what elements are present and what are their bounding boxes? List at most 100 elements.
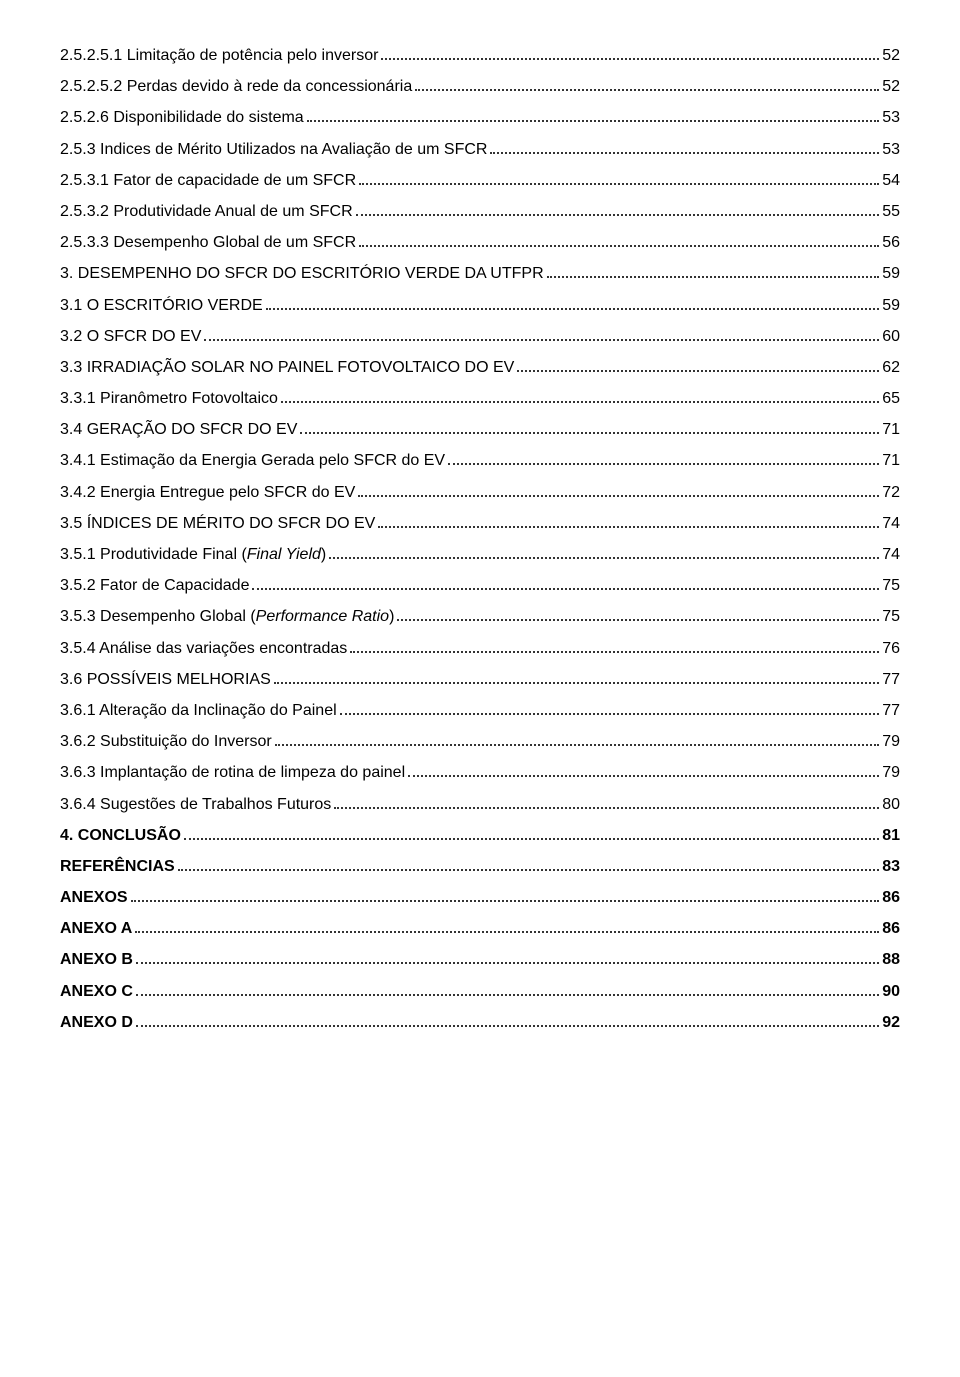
toc-entry: 3.6.4 Sugestões de Trabalhos Futuros 80 xyxy=(60,789,900,820)
toc-entry: 2.5.3 Indices de Mérito Utilizados na Av… xyxy=(60,134,900,165)
toc-leader-dots xyxy=(490,140,879,153)
table-of-contents: 2.5.2.5.1 Limitação de potência pelo inv… xyxy=(60,40,900,1038)
toc-entry: 2.5.2.5.1 Limitação de potência pelo inv… xyxy=(60,40,900,71)
toc-entry: 3.6.3 Implantação de rotina de limpeza d… xyxy=(60,757,900,788)
toc-entry: ANEXO A86 xyxy=(60,913,900,944)
toc-page-number: 71 xyxy=(882,445,900,476)
toc-leader-dots xyxy=(359,172,879,185)
toc-leader-dots xyxy=(300,421,879,434)
toc-title: 2.5.3.3 Desempenho Global de um SFCR xyxy=(60,227,356,258)
toc-entry: 2.5.3.3 Desempenho Global de um SFCR56 xyxy=(60,227,900,258)
toc-title: 2.5.2.6 Disponibilidade do sistema xyxy=(60,102,304,133)
toc-leader-dots xyxy=(204,328,879,341)
toc-leader-dots xyxy=(356,203,880,216)
toc-page-number: 52 xyxy=(882,40,900,71)
toc-leader-dots xyxy=(378,515,879,528)
toc-leader-dots xyxy=(274,671,879,684)
toc-title: 2.5.2.5.1 Limitação de potência pelo inv… xyxy=(60,40,378,71)
toc-page-number: 77 xyxy=(882,664,900,695)
toc-title: 3.6.2 Substituição do Inversor xyxy=(60,726,272,757)
toc-leader-dots xyxy=(135,920,879,933)
toc-leader-dots xyxy=(307,109,880,122)
toc-leader-dots xyxy=(131,889,880,902)
toc-page-number: 53 xyxy=(882,134,900,165)
toc-title: ANEXO B xyxy=(60,944,133,975)
toc-title: 3.4.1 Estimação da Energia Gerada pelo S… xyxy=(60,445,445,476)
toc-page-number: 53 xyxy=(882,102,900,133)
toc-page-number: 83 xyxy=(882,851,900,882)
toc-entry: 3.4.2 Energia Entregue pelo SFCR do EV72 xyxy=(60,477,900,508)
toc-entry: 2.5.2.5.2 Perdas devido à rede da conces… xyxy=(60,71,900,102)
toc-page-number: 77 xyxy=(882,695,900,726)
toc-page-number: 88 xyxy=(882,944,900,975)
toc-entry: 3.4.1 Estimação da Energia Gerada pelo S… xyxy=(60,445,900,476)
toc-leader-dots xyxy=(381,47,879,60)
toc-page-number: 86 xyxy=(882,913,900,944)
toc-title: 3.5.4 Análise das variações encontradas xyxy=(60,633,347,664)
toc-title-close: ) xyxy=(389,608,394,625)
toc-leader-dots xyxy=(329,546,879,559)
toc-entry: 3.3.1 Piranômetro Fotovoltaico65 xyxy=(60,383,900,414)
toc-page-number: 54 xyxy=(882,165,900,196)
toc-leader-dots xyxy=(334,795,879,808)
toc-leader-dots xyxy=(397,608,879,621)
toc-title: REFERÊNCIAS xyxy=(60,851,175,882)
toc-leader-dots xyxy=(350,639,879,652)
toc-entry: 3.5.3 Desempenho Global (Performance Rat… xyxy=(60,601,900,632)
toc-title: 3.3 IRRADIAÇÃO SOLAR NO PAINEL FOTOVOLTA… xyxy=(60,352,514,383)
toc-title: 3.6.4 Sugestões de Trabalhos Futuros xyxy=(60,789,331,820)
toc-title: 3.2 O SFCR DO EV xyxy=(60,321,201,352)
toc-entry: 2.5.3.2 Produtividade Anual de um SFCR55 xyxy=(60,196,900,227)
toc-page-number: 81 xyxy=(882,820,900,851)
toc-title: 3.5.2 Fator de Capacidade xyxy=(60,570,249,601)
toc-title: 2.5.2.5.2 Perdas devido à rede da conces… xyxy=(60,71,412,102)
toc-leader-dots xyxy=(266,296,879,309)
toc-title: 3.4.2 Energia Entregue pelo SFCR do EV xyxy=(60,477,355,508)
toc-leader-dots xyxy=(358,483,879,496)
toc-leader-dots xyxy=(252,577,879,590)
toc-page-number: 71 xyxy=(882,414,900,445)
toc-title: 3. DESEMPENHO DO SFCR DO ESCRITÓRIO VERD… xyxy=(60,258,544,289)
toc-leader-dots xyxy=(281,390,879,403)
toc-entry: 4. CONCLUSÃO 81 xyxy=(60,820,900,851)
toc-title: 4. CONCLUSÃO xyxy=(60,820,181,851)
toc-page-number: 74 xyxy=(882,508,900,539)
toc-leader-dots xyxy=(448,452,879,465)
toc-title: 3.4 GERAÇÃO DO SFCR DO EV xyxy=(60,414,297,445)
toc-entry: 2.5.2.6 Disponibilidade do sistema 53 xyxy=(60,102,900,133)
toc-leader-dots xyxy=(408,764,879,777)
toc-leader-dots xyxy=(359,234,879,247)
toc-entry: 3.2 O SFCR DO EV60 xyxy=(60,321,900,352)
toc-page-number: 80 xyxy=(882,789,900,820)
toc-leader-dots xyxy=(415,78,879,91)
toc-title-italic: Final Yield xyxy=(247,546,321,563)
toc-page-number: 59 xyxy=(882,258,900,289)
toc-leader-dots xyxy=(178,858,880,871)
toc-page-number: 52 xyxy=(882,71,900,102)
toc-entry: ANEXOS86 xyxy=(60,882,900,913)
toc-entry: 3.3 IRRADIAÇÃO SOLAR NO PAINEL FOTOVOLTA… xyxy=(60,352,900,383)
toc-title: 3.6 POSSÍVEIS MELHORIAS xyxy=(60,664,271,695)
toc-entry: 3.5.4 Análise das variações encontradas 7… xyxy=(60,633,900,664)
toc-leader-dots xyxy=(275,733,880,746)
toc-entry: 3. DESEMPENHO DO SFCR DO ESCRITÓRIO VERD… xyxy=(60,258,900,289)
toc-page-number: 62 xyxy=(882,352,900,383)
toc-title: 2.5.3.2 Produtividade Anual de um SFCR xyxy=(60,196,353,227)
toc-entry: 3.1 O ESCRITÓRIO VERDE 59 xyxy=(60,290,900,321)
toc-entry: ANEXO B 88 xyxy=(60,944,900,975)
toc-leader-dots xyxy=(136,951,879,964)
toc-title: 3.1 O ESCRITÓRIO VERDE xyxy=(60,290,263,321)
toc-leader-dots xyxy=(136,1014,879,1027)
toc-title: 2.5.3 Indices de Mérito Utilizados na Av… xyxy=(60,134,487,165)
toc-page-number: 76 xyxy=(882,633,900,664)
toc-entry: 3.5.1 Produtividade Final (Final Yield)7… xyxy=(60,539,900,570)
toc-title: ANEXO D xyxy=(60,1007,133,1038)
toc-page-number: 75 xyxy=(882,570,900,601)
toc-title-close: ) xyxy=(321,546,326,563)
toc-title: 3.5.3 Desempenho Global (Performance Rat… xyxy=(60,601,394,632)
toc-title: 3.5 ÍNDICES DE MÉRITO DO SFCR DO EV xyxy=(60,508,375,539)
toc-page-number: 92 xyxy=(882,1007,900,1038)
toc-page-number: 90 xyxy=(882,976,900,1007)
toc-page-number: 79 xyxy=(882,757,900,788)
toc-page-number: 59 xyxy=(882,290,900,321)
